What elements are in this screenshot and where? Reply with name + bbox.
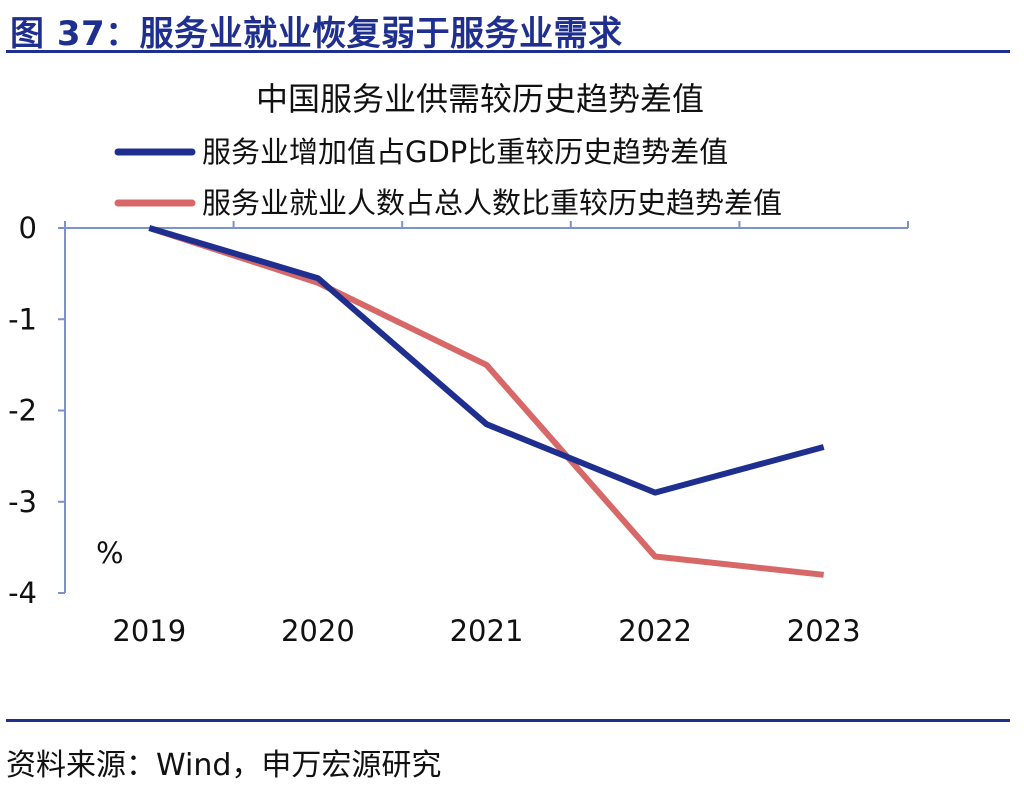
x-tick-label: 2021	[450, 614, 524, 648]
unit-label: %	[96, 536, 124, 570]
x-tick-label: 2020	[281, 614, 355, 648]
y-tick-label: -4	[8, 576, 37, 610]
y-tick-label: -3	[8, 485, 37, 519]
y-tick-label: 0	[19, 211, 37, 245]
bottom-divider	[6, 719, 1010, 722]
source-note: 资料来源：Wind，申万宏源研究	[6, 748, 442, 783]
x-tick-label: 2019	[112, 614, 186, 648]
legend-label-gdp: 服务业增加值占GDP比重较历史趋势差值	[202, 135, 728, 169]
chart-title: 中国服务业供需较历史趋势差值	[256, 80, 704, 118]
x-tick-label: 2022	[618, 614, 692, 648]
series-lines	[148, 225, 825, 578]
series-line-employment	[148, 225, 825, 578]
y-tick-label: -1	[8, 302, 37, 336]
line-chart: 中国服务业供需较历史趋势差值 服务业增加值占GDP比重较历史趋势差值 服务业就业…	[8, 80, 909, 648]
top-divider	[6, 50, 1010, 53]
legend-label-employment: 服务业就业人数占总人数比重较历史趋势差值	[202, 186, 782, 220]
y-tick-label: -2	[8, 394, 37, 428]
x-tick-label: 2023	[787, 614, 861, 648]
legend: 服务业增加值占GDP比重较历史趋势差值 服务业就业人数占总人数比重较历史趋势差值	[114, 135, 782, 220]
axes: 0 -1 -2 -3 -4 2019 2020 2021 2022 2023	[8, 211, 909, 648]
figure-title: 图 37：服务业就业恢复弱于服务业需求	[10, 14, 623, 54]
series-line-gdp	[148, 225, 825, 496]
